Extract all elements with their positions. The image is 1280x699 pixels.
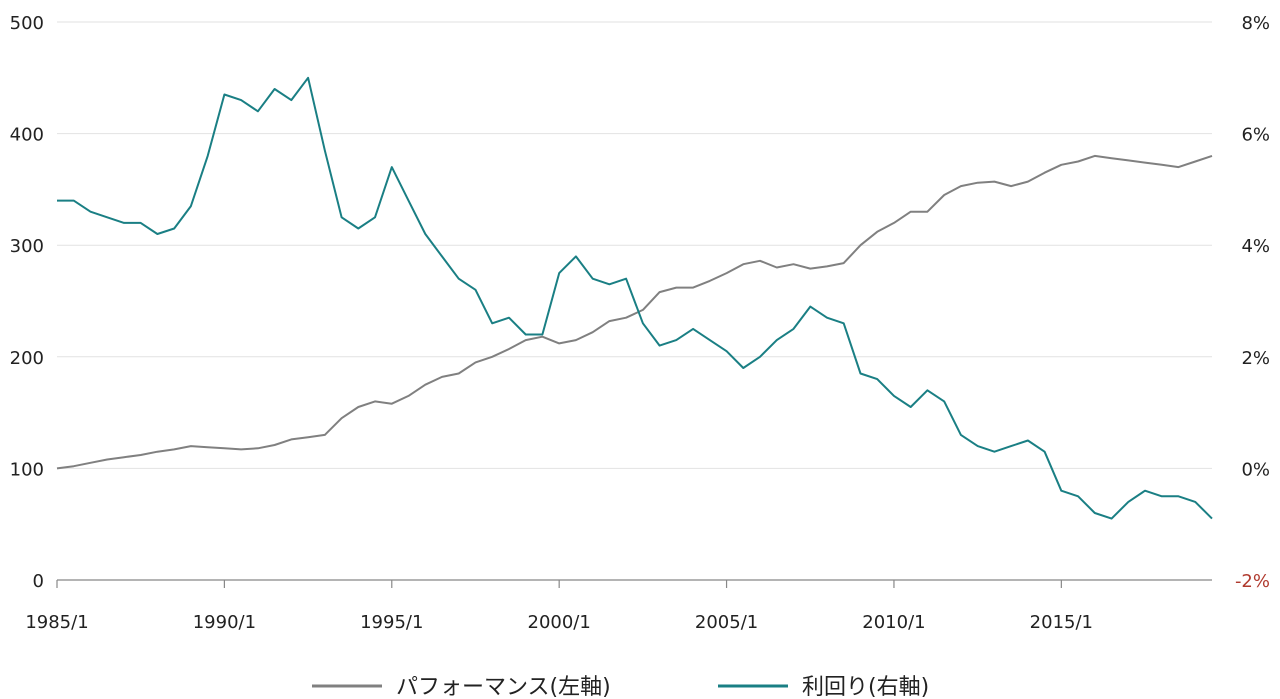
right-y-tick-label: 8%	[1241, 13, 1270, 34]
x-axis-ticks: 1985/1 1990/1 1995/1 2000/1 2005/1 2010/1 2015…	[25, 580, 1093, 633]
left-y-tick-label: 400	[10, 125, 44, 146]
x-tick-label: 1990/1	[193, 612, 256, 633]
legend-label-yield: 利回り(右軸)	[802, 675, 929, 699]
right-y-tick-label: -2%	[1235, 571, 1270, 592]
left-y-tick-label: 300	[10, 236, 44, 257]
left-y-axis-ticks: 0 100 200 300 400 500	[10, 13, 44, 592]
series-line-performance	[56, 154, 1213, 470]
left-y-tick-label: 500	[10, 13, 44, 34]
right-y-tick-label: 6%	[1241, 125, 1270, 146]
legend-label-performance: パフォーマンス(左軸)	[396, 675, 611, 699]
right-y-axis-ticks: -2% 0% 2% 4% 6% 8%	[1235, 13, 1270, 592]
x-tick-label: 2000/1	[528, 612, 591, 633]
left-y-tick-label: 200	[10, 348, 44, 369]
series-lines	[56, 76, 1213, 520]
x-tick-label: 2015/1	[1030, 612, 1093, 633]
x-tick-label: 2005/1	[695, 612, 758, 633]
legend: パフォーマンス(左軸) 利回り(右軸)	[312, 675, 929, 699]
x-tick-label: 1985/1	[25, 612, 88, 633]
right-y-tick-label: 0%	[1241, 459, 1270, 480]
x-tick-label: 2010/1	[862, 612, 925, 633]
left-y-tick-label: 100	[10, 459, 44, 480]
right-y-tick-label: 4%	[1241, 236, 1270, 257]
x-tick-label: 1995/1	[360, 612, 423, 633]
left-y-tick-label: 0	[33, 571, 44, 592]
right-y-tick-label: 2%	[1241, 348, 1270, 369]
series-line-yield	[57, 76, 1213, 520]
gridlines	[57, 21, 1212, 469]
